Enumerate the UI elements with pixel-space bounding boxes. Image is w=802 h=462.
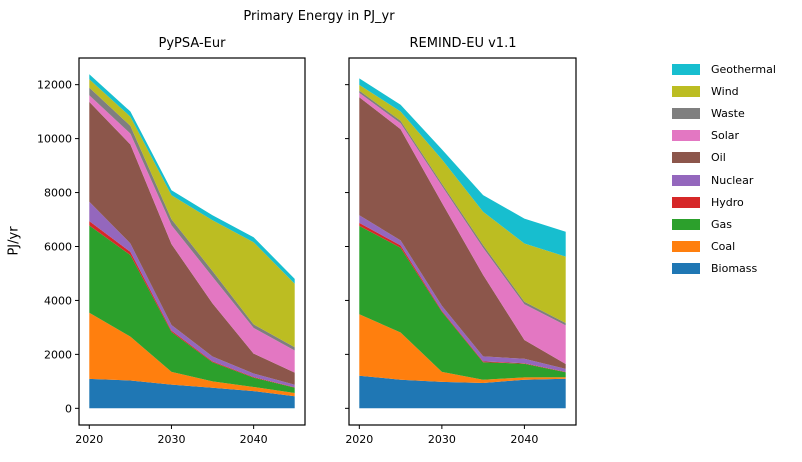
legend-swatch-coal xyxy=(672,241,700,253)
y-tick-label: 8000 xyxy=(44,187,72,200)
area-coal-panel1 xyxy=(359,314,566,383)
x-tick-label: 2040 xyxy=(510,433,538,446)
legend-swatch-wind xyxy=(672,85,700,97)
y-tick-label: 4000 xyxy=(44,294,72,307)
area-nuclear-panel1 xyxy=(359,215,566,372)
x-tick-label: 2020 xyxy=(75,433,103,446)
legend-item-oil: Oil xyxy=(672,147,776,169)
x-tick-label: 2030 xyxy=(157,433,185,446)
legend-item-hydro: Hydro xyxy=(672,191,776,213)
legend-label: Coal xyxy=(711,240,736,254)
legend-swatch-biomass xyxy=(672,263,700,275)
legend-label: Biomass xyxy=(711,262,758,276)
x-tick-label: 2030 xyxy=(428,433,456,446)
y-tick-label: 2000 xyxy=(44,348,72,361)
legend-item-geothermal: Geothermal xyxy=(672,58,776,80)
x-tick-label: 2040 xyxy=(240,433,268,446)
legend-item-wind: Wind xyxy=(672,80,776,102)
y-axis-label: PJ/yr xyxy=(6,226,22,256)
legend-item-coal: Coal xyxy=(672,236,776,258)
legend-label: Oil xyxy=(711,151,726,165)
area-oil-panel1 xyxy=(359,97,566,369)
legend: Geothermal Wind Waste Solar Oil Nuclear Hydro G… xyxy=(672,58,776,280)
area-solar-panel0 xyxy=(89,95,295,373)
y-tick-label: 10000 xyxy=(37,133,72,146)
legend-swatch-waste xyxy=(672,107,700,119)
area-wind-panel1 xyxy=(359,84,566,324)
legend-swatch-hydro xyxy=(672,196,700,208)
area-hydro-panel0 xyxy=(89,221,295,388)
legend-label: Nuclear xyxy=(711,173,754,187)
legend-label: Wind xyxy=(711,84,739,98)
area-oil-panel0 xyxy=(89,101,295,385)
legend-label: Solar xyxy=(711,129,740,143)
panel-title-pypsa-eur: PyPSA-Eur xyxy=(158,36,226,51)
legend-swatch-gas xyxy=(672,218,700,230)
area-geothermal-panel0 xyxy=(89,74,295,284)
area-solar-panel1 xyxy=(359,92,566,365)
area-waste-panel0 xyxy=(89,87,295,351)
legend-swatch-solar xyxy=(672,130,700,142)
legend-item-gas: Gas xyxy=(672,213,776,235)
axes-frame-panel0 xyxy=(78,57,306,426)
y-tick-label: 6000 xyxy=(44,240,72,253)
y-tick-label: 12000 xyxy=(37,79,72,92)
legend-label: Waste xyxy=(711,106,745,120)
legend-item-waste: Waste xyxy=(672,102,776,124)
legend-item-solar: Solar xyxy=(672,125,776,147)
legend-label: Geothermal xyxy=(711,62,776,76)
x-tick-label: 2020 xyxy=(345,433,373,446)
axes-frame-panel1 xyxy=(348,57,577,426)
legend-swatch-oil xyxy=(672,152,700,164)
legend-item-nuclear: Nuclear xyxy=(672,169,776,191)
area-geothermal-panel1 xyxy=(359,78,566,257)
area-biomass-panel1 xyxy=(359,375,566,409)
legend-swatch-nuclear xyxy=(672,174,700,186)
legend-label: Gas xyxy=(711,217,732,231)
legend-label: Hydro xyxy=(711,195,744,209)
figure-title: Primary Energy in PJ_yr xyxy=(243,9,395,24)
area-gas-panel1 xyxy=(359,225,566,380)
area-wind-panel0 xyxy=(89,79,295,348)
y-tick-label: 0 xyxy=(65,402,72,415)
area-gas-panel0 xyxy=(89,225,295,393)
legend-swatch-geothermal xyxy=(672,63,700,75)
panel-title-remind-eu: REMIND-EU v1.1 xyxy=(409,36,517,51)
legend-item-biomass: Biomass xyxy=(672,258,776,280)
area-biomass-panel0 xyxy=(89,378,295,409)
area-coal-panel0 xyxy=(89,312,295,397)
